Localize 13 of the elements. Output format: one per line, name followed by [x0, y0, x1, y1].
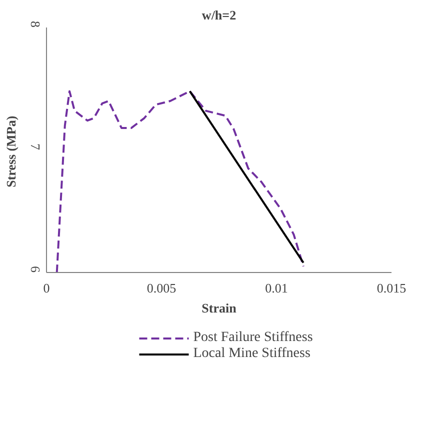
x-axis-title: Strain	[202, 300, 238, 316]
x-tick-label: 0	[43, 280, 50, 296]
line-series	[56, 90, 304, 272]
y-tick-label: 8	[28, 21, 43, 28]
y-tick-label: 6	[28, 266, 43, 273]
legend-label: Local Mine Stiffness	[193, 346, 310, 362]
y-tick-label: 7	[28, 144, 43, 150]
x-tick-label: 0.015	[376, 280, 406, 296]
legend-label: Post Failure Stiffness	[193, 330, 313, 346]
y-axis-title: Stress (MPa)	[4, 116, 18, 188]
x-tick-label: 0.005	[146, 280, 176, 296]
chart-title: w/h=2	[202, 8, 236, 22]
x-tick-label: 0.01	[265, 280, 288, 296]
